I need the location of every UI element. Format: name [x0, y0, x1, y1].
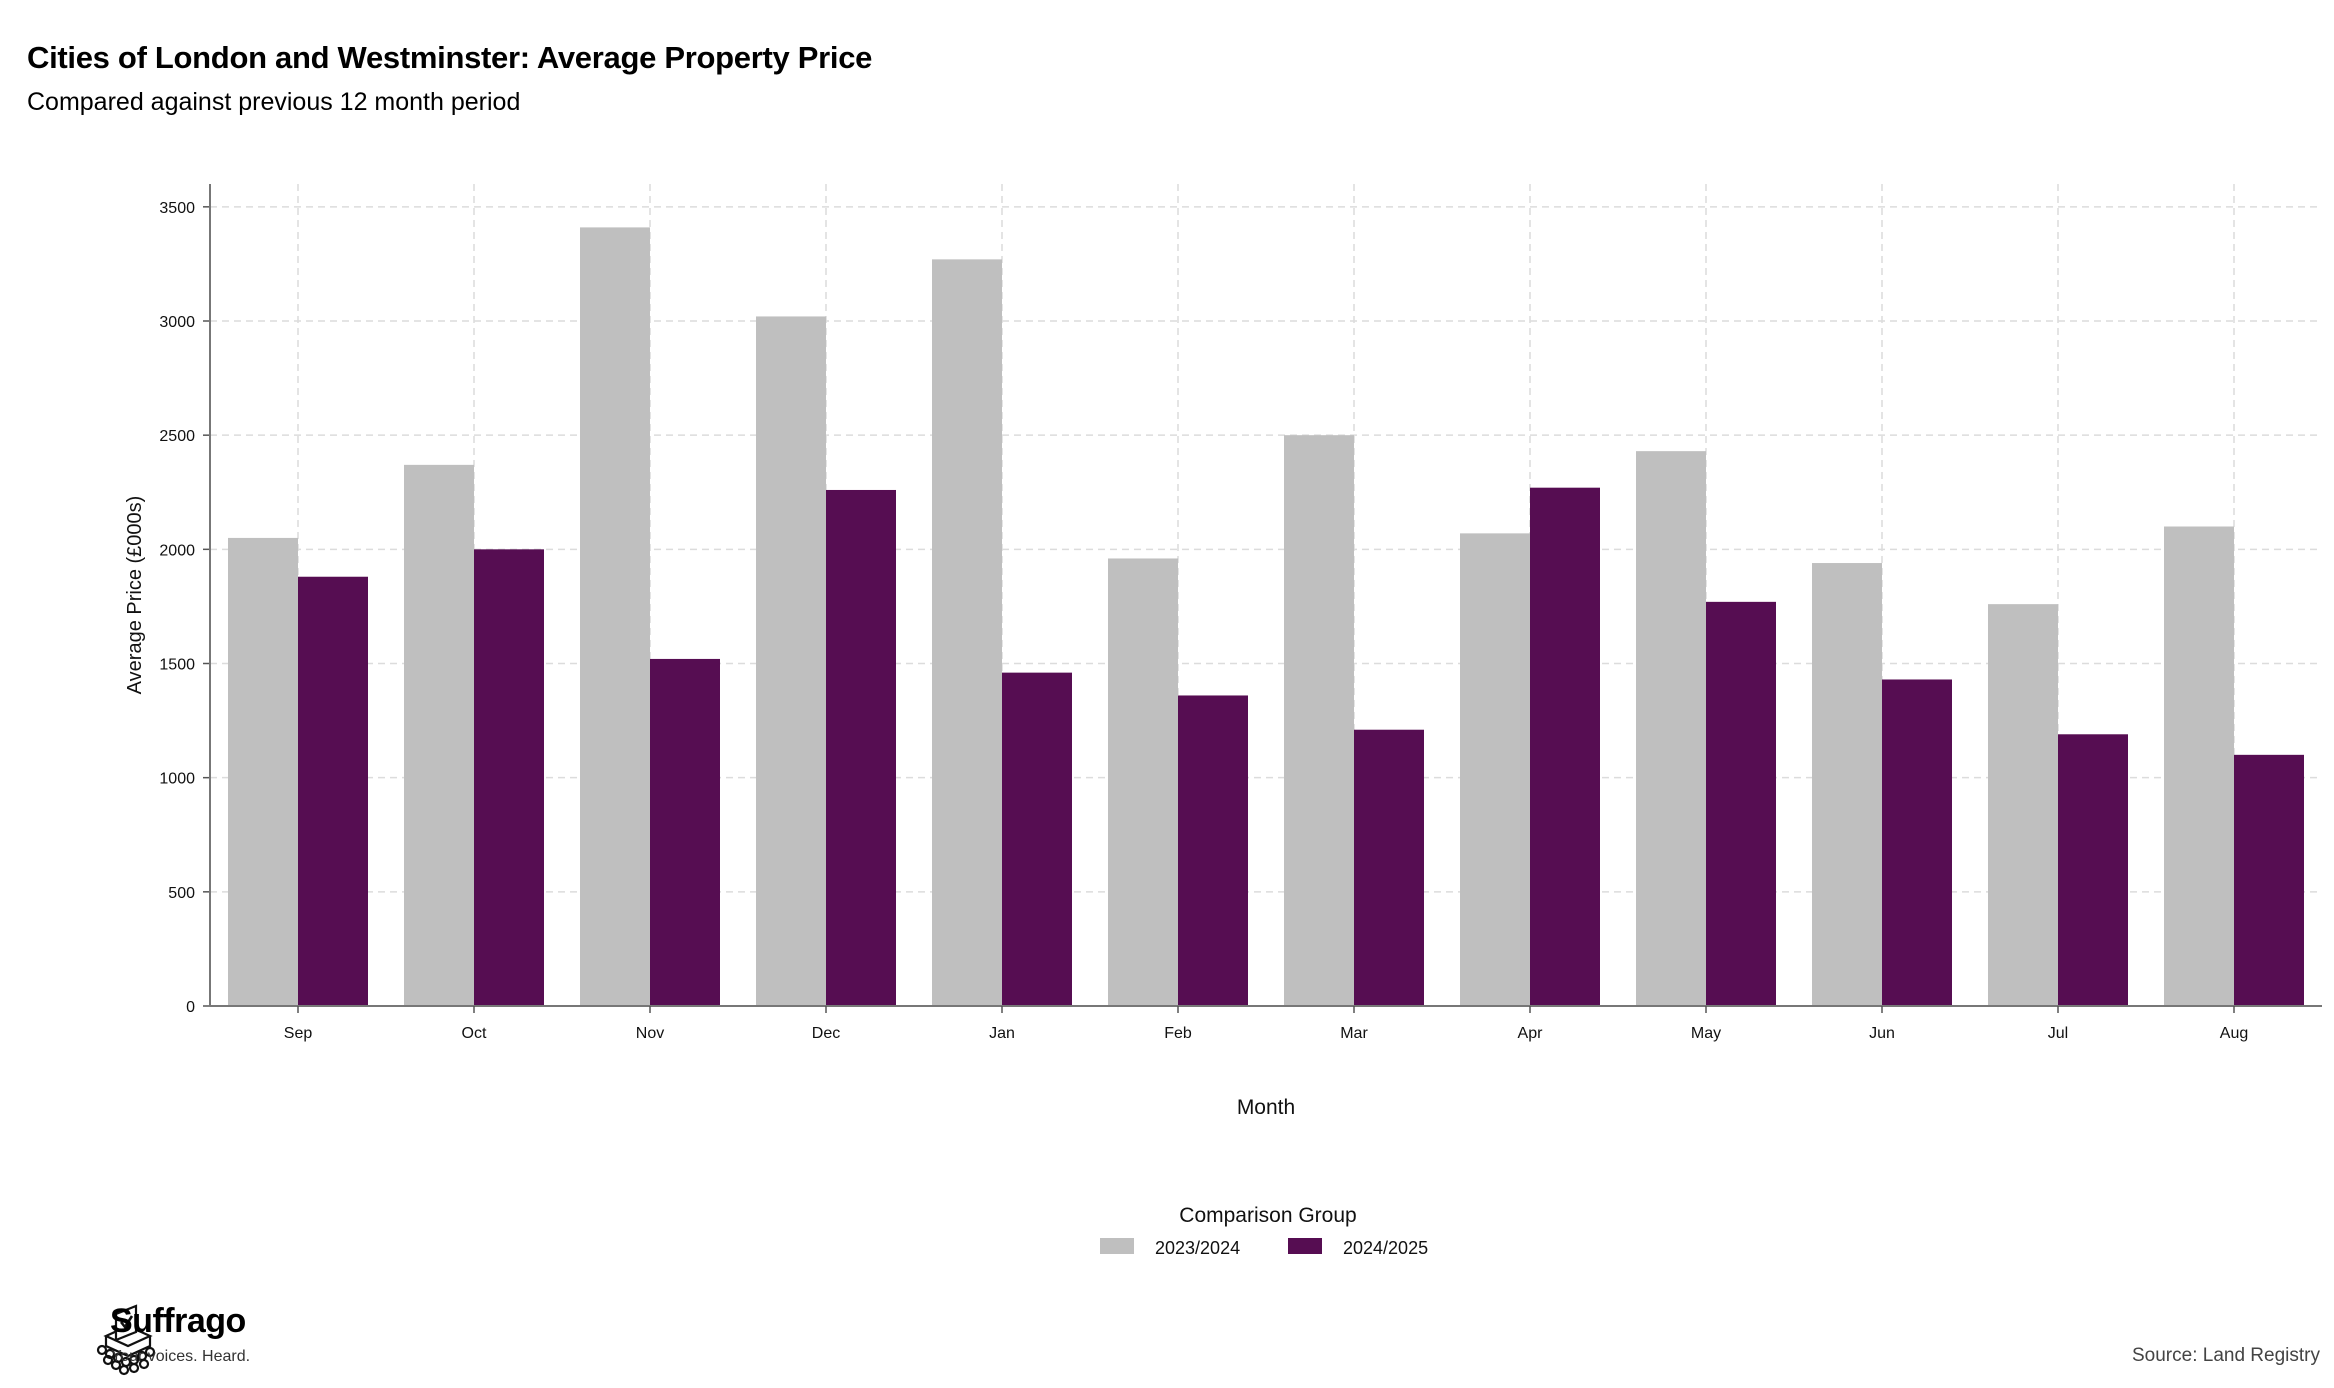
chart-title: Cities of London and Westminster: Averag… — [27, 40, 873, 75]
brand-name: Suffrago — [110, 1302, 246, 1340]
bar-2023/2024-Oct — [404, 464, 474, 1007]
bar-2023/2024-Mar — [1284, 435, 1354, 1007]
x-tick-label: Jun — [1869, 1025, 1895, 1042]
bar-2023/2024-Nov — [580, 227, 650, 1007]
x-tick-label: Aug — [2220, 1025, 2248, 1042]
ballot-box-logo-icon — [96, 1304, 156, 1376]
bar-2024/2025-Feb — [1178, 695, 1248, 1006]
y-tick-label: 0 — [186, 999, 195, 1016]
bar-2024/2025-Jul — [2058, 734, 2128, 1006]
bar-2023/2024-Jul — [1988, 604, 2058, 1006]
x-tick-label: May — [1691, 1025, 1721, 1042]
bar-2023/2024-Dec — [756, 316, 826, 1006]
legend-swatch-2023/2024 — [1100, 1238, 1134, 1254]
x-tick-label: Nov — [636, 1025, 664, 1042]
bar-2024/2025-Dec — [826, 489, 896, 1006]
x-tick-label: Apr — [1518, 1025, 1544, 1042]
bar-chart: 0 500 1000 1500 2000 2500 3000 3500 Sep Oct Nov Dec… — [124, 184, 2322, 1258]
source-note: Source: Land Registry — [2132, 1345, 2320, 1366]
y-tick-label: 3500 — [159, 200, 195, 217]
bar-2023/2024-May — [1636, 451, 1706, 1006]
bar-2023/2024-Jan — [932, 259, 1002, 1007]
x-tick-label: Jul — [2048, 1025, 2068, 1042]
x-tick-label: Dec — [812, 1025, 840, 1042]
bar-2024/2025-Jun — [1882, 679, 1952, 1006]
bar-2024/2025-Aug — [2234, 754, 2304, 1006]
y-tick-label: 3000 — [159, 314, 195, 331]
bar-2024/2025-Mar — [1354, 729, 1424, 1006]
bar-2023/2024-Sep — [228, 537, 298, 1006]
bar-2024/2025-Apr — [1530, 487, 1600, 1006]
x-tick-label: Jan — [989, 1025, 1015, 1042]
bar-2024/2025-Jan — [1002, 672, 1072, 1006]
bar-2023/2024-Aug — [2164, 526, 2234, 1006]
x-tick-label: Mar — [1340, 1025, 1368, 1042]
legend-title: Comparison Group — [1179, 1204, 1356, 1227]
bar-2023/2024-Apr — [1460, 533, 1530, 1006]
x-tick-label: Oct — [462, 1025, 487, 1042]
chart-subtitle: Compared against previous 12 month perio… — [27, 88, 521, 116]
y-tick-label: 1500 — [159, 657, 195, 674]
legend-label-2023/2024: 2023/2024 — [1155, 1238, 1240, 1258]
bar-2024/2025-Nov — [650, 658, 720, 1006]
legend-label-2024/2025: 2024/2025 — [1343, 1238, 1428, 1258]
y-tick-label: 500 — [168, 885, 195, 902]
x-tick-label: Sep — [284, 1025, 313, 1042]
bar-2023/2024-Jun — [1812, 563, 1882, 1006]
legend-swatch-2024/2025 — [1288, 1238, 1322, 1254]
y-axis-title: Average Price (£000s) — [124, 496, 146, 695]
y-tick-label: 2000 — [159, 542, 195, 559]
bar-2024/2025-Sep — [298, 576, 368, 1006]
y-tick-label: 1000 — [159, 771, 195, 788]
y-tick-label: 2500 — [159, 428, 195, 445]
x-axis-title: Month — [1237, 1096, 1295, 1119]
x-tick-label: Feb — [1164, 1025, 1192, 1042]
bar-2024/2025-Oct — [474, 549, 544, 1006]
brand-tagline: Your voices. Heard. — [111, 1348, 251, 1365]
bar-2024/2025-May — [1706, 601, 1776, 1006]
bar-2023/2024-Feb — [1108, 558, 1178, 1006]
